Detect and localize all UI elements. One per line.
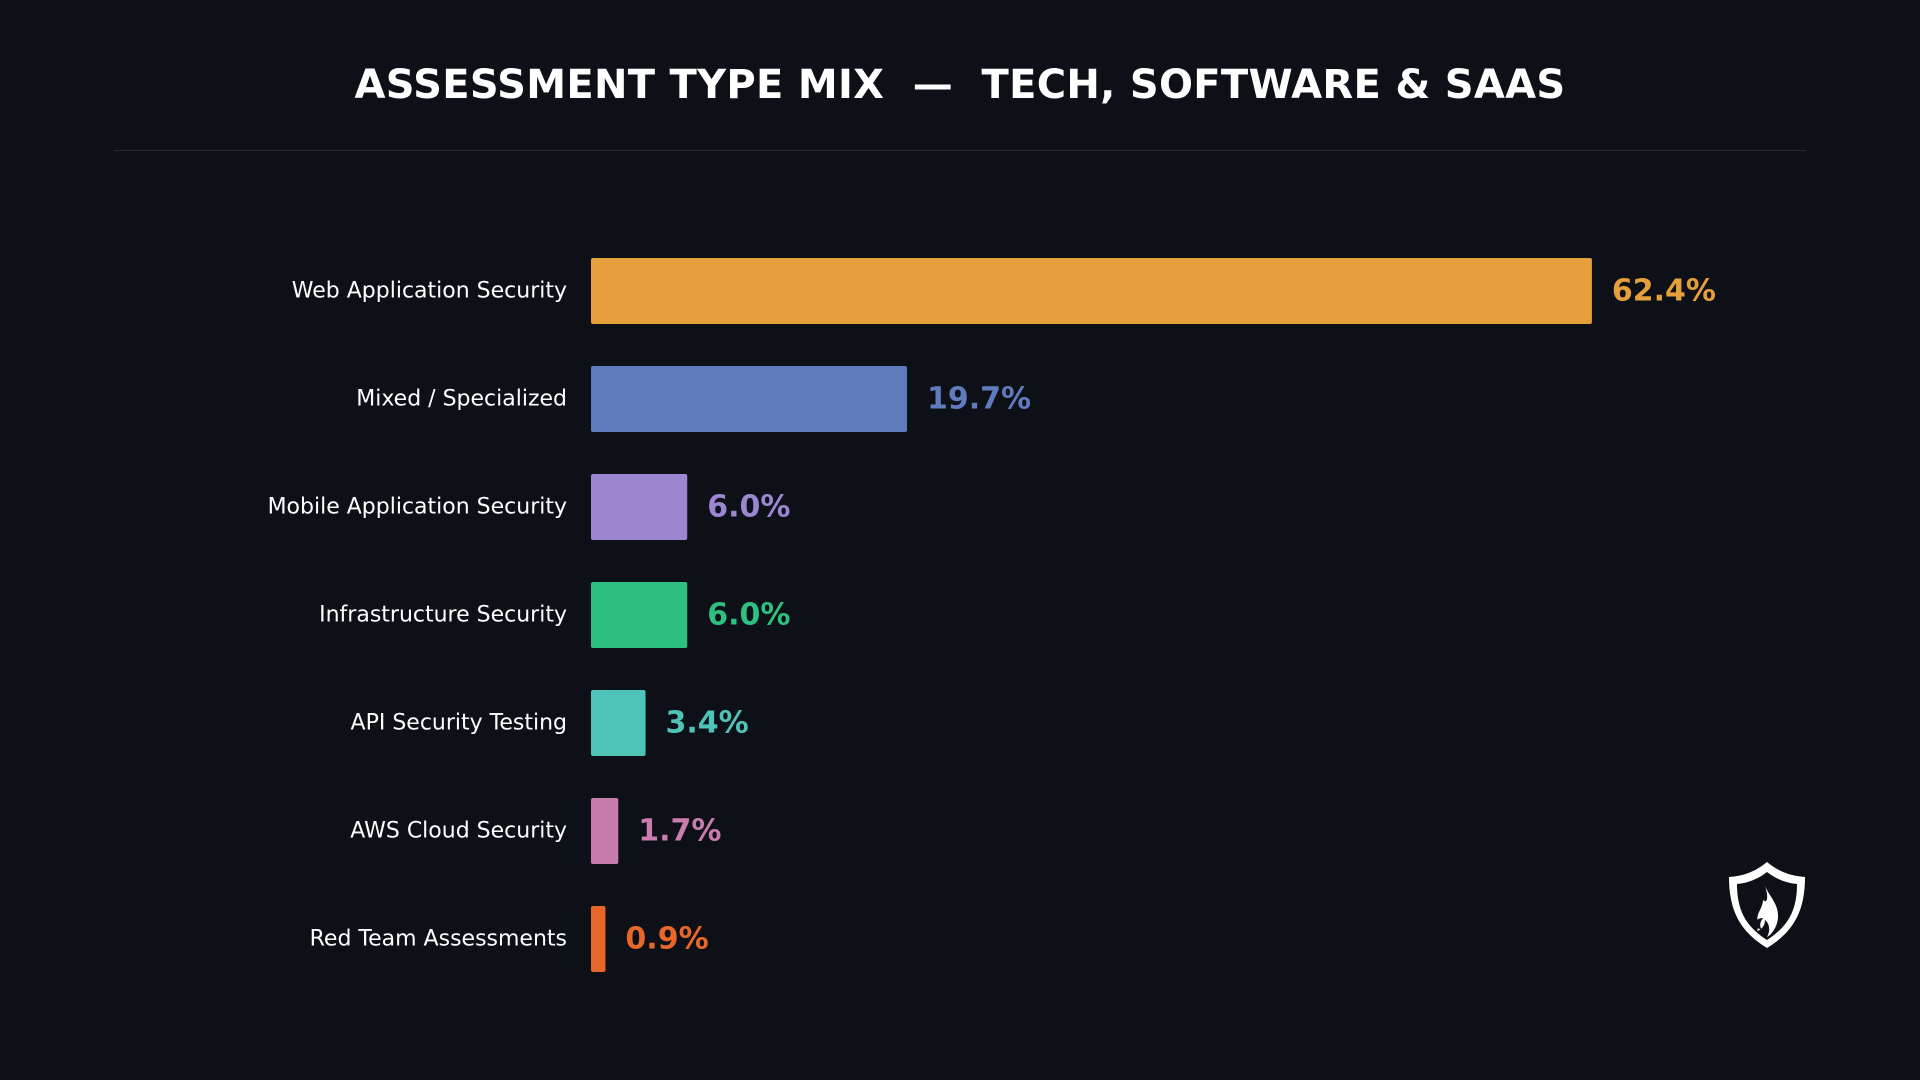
category-label: AWS Cloud Security	[350, 819, 567, 844]
bar	[591, 906, 606, 972]
bar	[591, 258, 1592, 324]
category-label: Infrastructure Security	[319, 603, 567, 628]
bar	[591, 582, 688, 648]
category-label: Web Application Security	[292, 279, 567, 304]
value-label: 62.4%	[1612, 274, 1716, 309]
category-label: Mobile Application Security	[268, 495, 567, 520]
bar	[591, 798, 619, 864]
value-label: 3.4%	[666, 706, 749, 741]
flame-shield-icon	[1729, 862, 1805, 948]
value-label: 0.9%	[625, 922, 708, 957]
bar	[591, 474, 688, 540]
category-label: Red Team Assessments	[310, 927, 567, 952]
value-label: 6.0%	[707, 490, 790, 525]
bar	[591, 366, 907, 432]
title-divider	[114, 150, 1806, 151]
value-label: 19.7%	[927, 382, 1031, 417]
value-label: 1.7%	[638, 814, 721, 849]
bar	[591, 690, 646, 756]
chart-title: ASSESSMENT TYPE MIX — TECH, SOFTWARE & S…	[354, 62, 1566, 108]
category-label: Mixed / Specialized	[356, 387, 567, 412]
category-label: API Security Testing	[351, 711, 567, 736]
value-label: 6.0%	[707, 598, 790, 633]
